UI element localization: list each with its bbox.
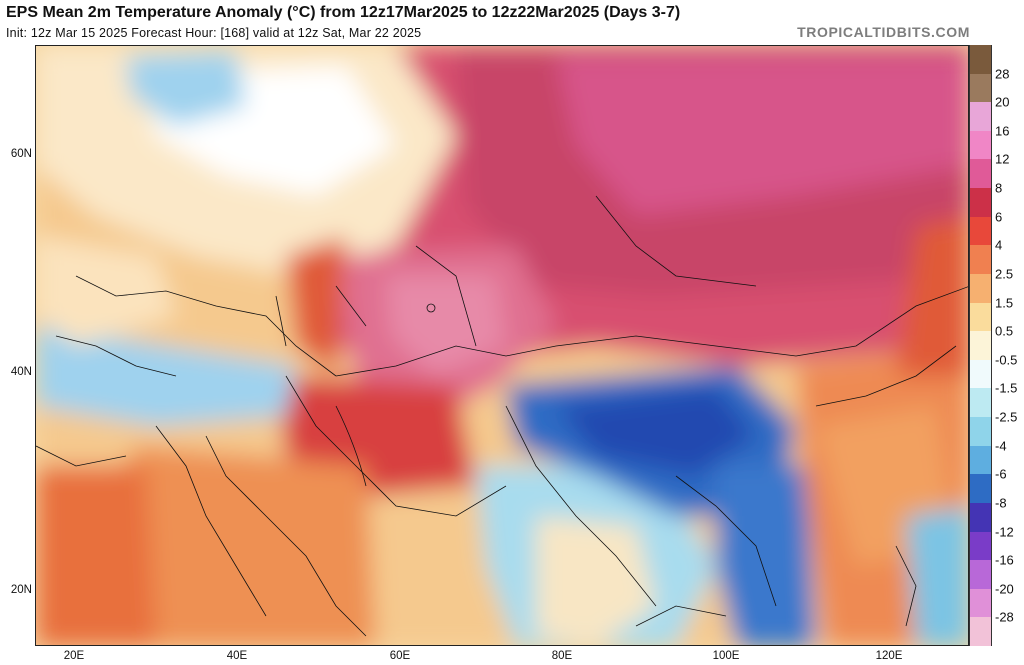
lon-label-100e: 100E: [712, 650, 740, 662]
colorbar-swatch: [969, 474, 992, 504]
brand-watermark: TROPICALTIDBITS.COM: [797, 24, 970, 40]
colorbar-label: 0.5: [995, 323, 1014, 339]
anomaly-map: [35, 45, 969, 646]
colorbar-swatch: [969, 388, 992, 418]
colorbar-label: -4: [995, 438, 1007, 454]
colorbar-swatch: [969, 331, 992, 361]
colorbar-swatch: [969, 588, 992, 618]
colorbar-swatch: [969, 302, 992, 332]
colorbar-label: 2.5: [995, 266, 1014, 282]
colorbar-swatch: [969, 273, 992, 304]
colorbar-label: 4: [995, 237, 1003, 253]
colorbar-label: -12: [995, 524, 1014, 540]
colorbar-swatch: [969, 216, 992, 246]
colorbar-swatch: [969, 245, 992, 275]
init-forecast-info: Init: 12z Mar 15 2025 Forecast Hour: [16…: [6, 26, 422, 40]
country-borders: [36, 195, 968, 637]
colorbar-label: 8: [995, 180, 1003, 196]
lon-label-80e: 80E: [551, 650, 573, 662]
colorbar-swatch: [969, 531, 992, 561]
colorbar-swatch: [969, 560, 992, 590]
colorbar-label: -0.5: [995, 352, 1018, 368]
lat-label-40n: 40N: [10, 366, 32, 378]
colorbar-label: -2.5: [995, 409, 1018, 425]
colorbar-label: -8: [995, 495, 1007, 511]
colorbar-swatch: [969, 159, 992, 189]
colorbar-label: 12: [995, 151, 1010, 167]
colorbar-swatch: [969, 502, 992, 532]
colorbar-label: -16: [995, 552, 1014, 568]
colorbar-swatch: [969, 188, 992, 218]
colorbar-swatch: [969, 130, 992, 160]
colorbar-label: -28: [995, 609, 1014, 625]
colorbar-swatch: [969, 617, 992, 647]
colorbar-swatch: [969, 45, 992, 75]
colorbar-label: 1.5: [995, 295, 1014, 311]
colorbar-swatch: [969, 417, 992, 447]
colorbar-swatch: [969, 359, 992, 389]
colorbar-label: 20: [995, 94, 1010, 110]
colorbar-label: 6: [995, 209, 1003, 225]
lat-label-60n: 60N: [10, 148, 32, 160]
colorbar-label: -20: [995, 581, 1014, 597]
colorbar-label: 16: [995, 123, 1010, 139]
anomaly-field: [36, 46, 968, 645]
colorbar-swatch: [969, 102, 992, 132]
lon-label-60e: 60E: [389, 650, 411, 662]
lon-label-20e: 20E: [63, 650, 85, 662]
colorbar-swatch: [969, 73, 992, 103]
colorbar-legend: 28 20 16 12 8 6 4 2.5 1.5 0.5 -0.5 -1.5 -2.5 -4 -6 -8 -1…: [969, 45, 1024, 647]
map-title: EPS Mean 2m Temperature Anomaly (°C) fro…: [6, 4, 681, 21]
lat-label-20n: 20N: [10, 584, 32, 596]
colorbar-label: -1.5: [995, 380, 1018, 396]
colorbar-label: -6: [995, 466, 1007, 482]
lon-label-120e: 120E: [875, 650, 903, 662]
lon-label-40e: 40E: [226, 650, 248, 662]
colorbar-swatch: [969, 445, 992, 475]
colorbar-label: 28: [995, 66, 1010, 82]
